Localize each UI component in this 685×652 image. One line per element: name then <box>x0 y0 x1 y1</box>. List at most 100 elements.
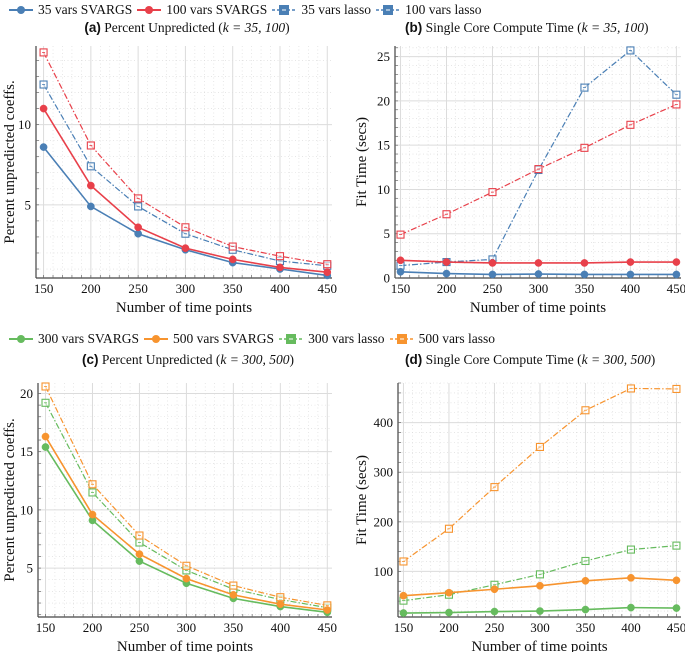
legend-label: 500 vars SVARGS <box>173 331 275 346</box>
data-point <box>399 591 408 600</box>
data-point <box>580 259 589 267</box>
data-point <box>39 104 48 113</box>
data-point <box>445 608 453 617</box>
x-tick-label: 250 <box>128 281 148 296</box>
series-300-vars-svargs <box>399 603 681 617</box>
legend-line-square-icon <box>279 334 304 344</box>
data-point <box>488 259 497 267</box>
panel-title-text: Single Core Compute Time ( <box>425 352 582 367</box>
y-tick-label: 10 <box>377 182 390 197</box>
data-point <box>672 576 681 585</box>
series-500-vars-svargs <box>399 573 681 600</box>
panel-label: (c) <box>82 352 99 367</box>
panel-title-d: (d) Single Core Compute Time (k = 300, 5… <box>405 352 656 367</box>
data-point <box>490 607 499 616</box>
data-point <box>86 181 95 190</box>
panel-title-math: k = 35, 100 <box>222 20 286 35</box>
x-tick-label: 200 <box>81 281 101 296</box>
data-point <box>86 202 95 211</box>
data-point <box>445 588 453 597</box>
y-tick-label: 10 <box>18 117 31 132</box>
data-point <box>276 263 284 272</box>
data-point <box>580 270 589 279</box>
legend-label: 100 vars SVARGS <box>166 2 268 17</box>
y-tick-label: 5 <box>27 561 34 576</box>
y-tick-label: 20 <box>20 386 33 401</box>
x-tick-label: 200 <box>437 281 457 296</box>
x-tick-label: 350 <box>575 281 595 296</box>
y-tick-label: 0 <box>384 271 391 286</box>
chart-panel-c: 150 200 250 300 350 400 450 5 10 15 20 Number of ti… <box>2 382 338 652</box>
legend-line-circle-icon <box>144 335 169 343</box>
series-100-vars-lasso <box>39 48 332 269</box>
x-axis-label: Number of time points <box>117 639 253 652</box>
panel-title-text: Single Core Compute Time ( <box>425 20 582 35</box>
series-500-vars-lasso <box>399 384 681 566</box>
chart-panel-d: 150 200 250 300 350 400 450 100 200 300 400 Number … <box>354 382 685 652</box>
legend-entry: 300 vars SVARGS <box>8 331 139 347</box>
x-tick-label: 400 <box>621 281 641 296</box>
data-point <box>181 244 190 253</box>
panel-title-math: k = 35, 100 <box>581 20 644 35</box>
y-tick-label: 20 <box>377 93 390 108</box>
legend-entry: 35 vars lasso <box>271 2 371 18</box>
x-tick-label: 150 <box>36 620 56 635</box>
data-point <box>581 576 590 585</box>
chart-panel-b: 150 200 250 300 350 400 450 0 5 10 15 20 25 Number of… <box>354 46 685 316</box>
series-500-vars-svargs <box>41 432 332 614</box>
panel-label: (a) <box>84 20 101 35</box>
y-axis-label: Percent unpredicted coeffs. <box>2 418 18 581</box>
legend-top: 35 vars SVARGS 100 vars SVARGS 35 vars las… <box>8 2 486 18</box>
panel-title-text: Percent Unpredicted ( <box>104 20 223 35</box>
legend-line-circle-icon <box>137 6 162 14</box>
x-tick-label: 400 <box>621 620 641 635</box>
data-point <box>626 258 635 266</box>
data-point <box>536 581 544 590</box>
x-tick-label: 150 <box>34 281 54 296</box>
y-axis-label: Fit Time (secs) <box>354 117 370 207</box>
legend-entry: 500 vars SVARGS <box>143 331 274 347</box>
x-axis-label: Number of time points <box>116 300 252 316</box>
data-point <box>229 591 238 599</box>
legend-label: 100 vars lasso <box>405 2 482 17</box>
data-point <box>323 606 332 614</box>
data-point <box>534 270 543 278</box>
legend-label: 300 vars SVARGS <box>38 331 140 346</box>
x-tick-label: 200 <box>83 620 103 635</box>
data-point <box>488 270 497 279</box>
data-point <box>396 267 405 276</box>
legend-label: 500 vars lasso <box>418 331 496 346</box>
y-tick-label: 300 <box>374 465 394 480</box>
data-point <box>442 258 451 266</box>
y-tick-label: 5 <box>384 226 391 241</box>
data-point <box>134 229 142 238</box>
legend-label: 300 vars lasso <box>308 331 385 346</box>
x-tick-label: 350 <box>224 620 244 635</box>
y-tick-label: 5 <box>25 197 32 212</box>
data-point <box>39 143 48 151</box>
data-point <box>672 270 681 279</box>
y-tick-label: 200 <box>374 514 394 529</box>
y-tick-label: 400 <box>374 415 394 430</box>
x-tick-label: 150 <box>391 281 411 296</box>
data-point <box>627 573 635 582</box>
x-tick-label: 450 <box>667 281 685 296</box>
x-tick-label: 250 <box>485 620 505 635</box>
legend-entry: 100 vars lasso <box>375 2 482 18</box>
data-point <box>672 258 681 266</box>
data-point <box>135 557 144 565</box>
data-point <box>134 223 142 232</box>
y-tick-label: 100 <box>374 564 394 579</box>
x-tick-label: 200 <box>439 620 459 635</box>
legend-line-circle-icon <box>9 335 33 343</box>
data-point <box>536 607 544 615</box>
data-point <box>396 256 405 265</box>
legend-label: 35 vars SVARGS <box>38 2 133 17</box>
x-tick-label: 450 <box>318 620 338 635</box>
x-tick-label: 250 <box>130 620 150 635</box>
legend-line-square-icon <box>376 5 401 15</box>
x-axis-label: Number of time points <box>470 300 606 316</box>
x-tick-label: 150 <box>394 620 414 635</box>
data-point <box>182 574 191 583</box>
